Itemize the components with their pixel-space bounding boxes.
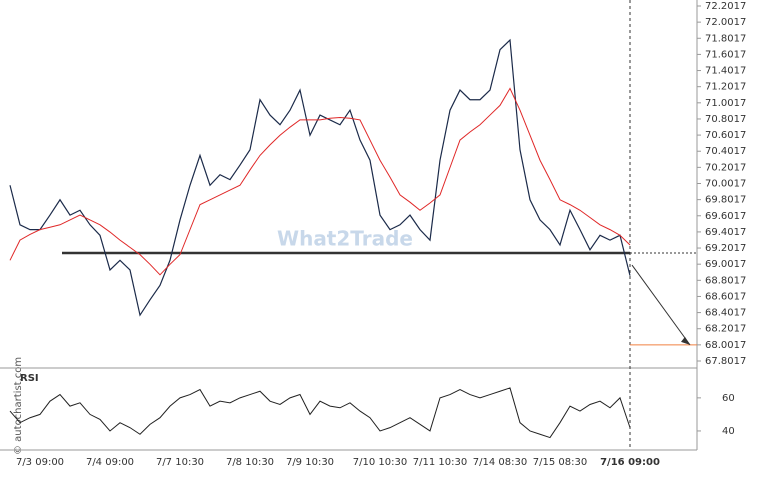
rsi-tick-label: 40 [722, 426, 735, 437]
y-tick-label: 72.2017 [705, 1, 746, 12]
rsi-tick-label: 60 [722, 393, 735, 404]
forecast-arrow [631, 264, 691, 346]
price-line [9, 38, 631, 317]
x-tick-label: 7/10 10:30 [353, 457, 407, 468]
y-tick-label: 68.0017 [705, 340, 746, 351]
x-tick-label: 7/16 09:00 [600, 457, 660, 468]
arrow-head [681, 336, 690, 345]
rsi-label: RSI [20, 373, 39, 384]
y-tick-label: 70.2017 [705, 162, 746, 173]
y-tick-label: 71.6017 [705, 49, 746, 60]
y-tick-label: 68.8017 [705, 275, 746, 286]
y-tick-label: 71.8017 [705, 33, 746, 44]
x-tick-label: 7/7 10:30 [156, 457, 204, 468]
y-tick-label: 70.4017 [705, 146, 746, 157]
y-tick-label: 69.2017 [705, 243, 746, 254]
y-tick-label: 68.6017 [705, 291, 746, 302]
x-tick-label: 7/11 10:30 [413, 457, 467, 468]
y-tick-label: 69.6017 [705, 211, 746, 222]
x-tick-label: 7/9 10:30 [286, 457, 334, 468]
watermark: What2Trade [277, 227, 413, 251]
y-tick-label: 68.4017 [705, 308, 746, 319]
y-tick-label: 69.0017 [705, 259, 746, 270]
y-tick-label: 68.2017 [705, 324, 746, 335]
x-tick-label: 7/3 09:00 [16, 457, 64, 468]
y-tick-label: 70.0017 [705, 179, 746, 190]
x-tick-label: 7/8 10:30 [226, 457, 274, 468]
y-tick-label: 70.8017 [705, 114, 746, 125]
y-tick-label: 69.8017 [705, 195, 746, 206]
x-tick-label: 7/14 08:30 [473, 457, 527, 468]
y-tick-label: 71.0017 [705, 98, 746, 109]
y-tick-label: 69.4017 [705, 227, 746, 238]
credit: © autochartist.com [13, 357, 24, 455]
price-line [9, 87, 631, 276]
price-line [9, 387, 631, 439]
y-tick-label: 67.8017 [705, 356, 746, 367]
y-tick-label: 70.6017 [705, 130, 746, 141]
y-tick-label: 71.2017 [705, 82, 746, 93]
x-tick-label: 7/15 08:30 [533, 457, 587, 468]
y-tick-label: 71.4017 [705, 66, 746, 77]
x-tick-label: 7/4 09:00 [86, 457, 134, 468]
y-tick-label: 72.0017 [705, 17, 746, 28]
